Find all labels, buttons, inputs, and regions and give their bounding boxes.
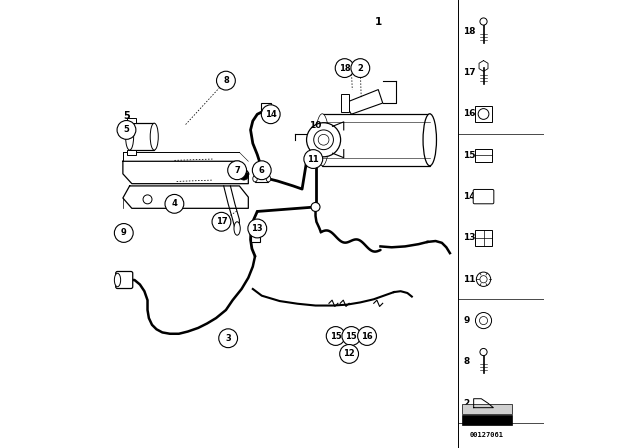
Text: 11: 11 <box>463 275 476 284</box>
Circle shape <box>479 317 488 325</box>
Text: 17: 17 <box>216 217 227 226</box>
Text: 2: 2 <box>357 64 364 73</box>
Text: 2: 2 <box>463 399 470 408</box>
Text: 18: 18 <box>463 27 476 36</box>
Circle shape <box>480 18 487 25</box>
Text: 4: 4 <box>172 199 177 208</box>
Bar <box>252 228 260 242</box>
Text: 16: 16 <box>361 332 373 340</box>
Circle shape <box>219 329 237 348</box>
Bar <box>255 176 269 182</box>
Circle shape <box>165 194 184 213</box>
Circle shape <box>478 108 489 119</box>
Text: 3: 3 <box>225 334 231 343</box>
Text: 11: 11 <box>307 155 319 164</box>
Circle shape <box>314 130 333 150</box>
Circle shape <box>480 349 487 356</box>
Ellipse shape <box>266 176 271 182</box>
Text: 12: 12 <box>343 349 355 358</box>
Circle shape <box>304 150 323 168</box>
Circle shape <box>335 59 354 78</box>
Circle shape <box>311 202 320 211</box>
Circle shape <box>476 272 491 286</box>
Circle shape <box>216 71 236 90</box>
Ellipse shape <box>125 123 134 150</box>
Circle shape <box>143 195 152 204</box>
Circle shape <box>248 219 267 238</box>
Circle shape <box>212 212 231 231</box>
Bar <box>261 103 271 113</box>
Circle shape <box>326 327 345 345</box>
Circle shape <box>351 59 370 78</box>
Text: 15: 15 <box>463 151 476 160</box>
Circle shape <box>342 327 361 345</box>
Bar <box>127 118 136 123</box>
Text: 6: 6 <box>259 166 265 175</box>
Bar <box>476 230 492 246</box>
Text: 18: 18 <box>339 64 351 73</box>
Bar <box>340 94 349 112</box>
Text: 14: 14 <box>463 192 476 201</box>
Text: 15: 15 <box>346 332 357 340</box>
Bar <box>476 106 492 122</box>
Text: 14: 14 <box>265 110 276 119</box>
FancyBboxPatch shape <box>473 190 494 204</box>
Text: 15: 15 <box>330 332 342 340</box>
Circle shape <box>252 161 271 180</box>
Text: 10: 10 <box>309 121 322 130</box>
Circle shape <box>318 134 329 145</box>
Bar <box>127 150 136 155</box>
Circle shape <box>117 121 136 139</box>
Text: 5: 5 <box>124 125 129 134</box>
Bar <box>463 415 512 425</box>
Text: 9: 9 <box>121 228 127 237</box>
Text: 8: 8 <box>223 76 228 85</box>
Ellipse shape <box>150 123 158 150</box>
Circle shape <box>115 224 133 242</box>
FancyBboxPatch shape <box>116 271 132 289</box>
Text: 13: 13 <box>252 224 263 233</box>
Text: 8: 8 <box>463 358 470 366</box>
Text: 7: 7 <box>234 166 240 175</box>
Bar <box>463 404 512 414</box>
Circle shape <box>261 105 280 124</box>
Text: 00127061: 00127061 <box>470 431 504 438</box>
Text: 13: 13 <box>463 233 476 242</box>
Text: 17: 17 <box>463 68 476 77</box>
Circle shape <box>340 345 358 363</box>
Text: 16: 16 <box>463 109 476 118</box>
Circle shape <box>307 123 340 157</box>
Text: 1: 1 <box>374 17 382 27</box>
Bar <box>130 123 154 150</box>
Ellipse shape <box>234 222 240 235</box>
Bar <box>323 114 430 166</box>
Ellipse shape <box>316 114 329 166</box>
Circle shape <box>358 327 376 345</box>
Ellipse shape <box>115 273 121 287</box>
Circle shape <box>239 171 248 180</box>
Text: 9: 9 <box>463 316 470 325</box>
Ellipse shape <box>423 114 436 166</box>
Text: 5: 5 <box>123 112 130 121</box>
Circle shape <box>476 313 492 329</box>
Circle shape <box>228 161 246 180</box>
Bar <box>476 149 492 162</box>
Ellipse shape <box>253 176 257 182</box>
Circle shape <box>480 276 487 283</box>
